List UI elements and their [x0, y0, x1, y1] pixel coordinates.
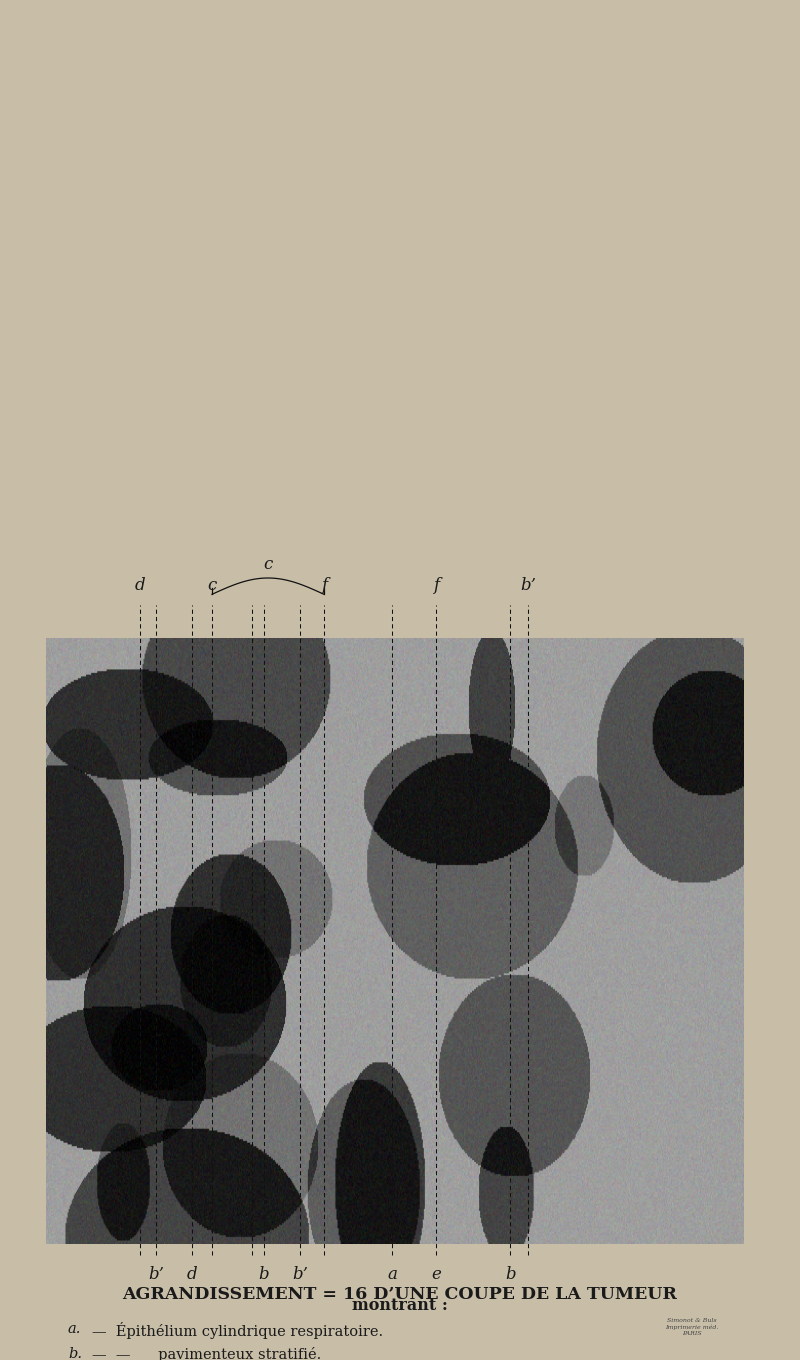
- Text: Simonot & Buls
Imprimerie méd.
PARIS: Simonot & Buls Imprimerie méd. PARIS: [666, 1318, 718, 1336]
- Text: f: f: [321, 577, 327, 594]
- Text: —  Épithélium cylindrique respiratoire.: — Épithélium cylindrique respiratoire.: [92, 1322, 383, 1338]
- Text: b.: b.: [68, 1346, 82, 1360]
- Text: d: d: [134, 577, 146, 594]
- Text: AGRANDISSEMENT = 16 D’UNE COUPE DE LA TUMEUR: AGRANDISSEMENT = 16 D’UNE COUPE DE LA TU…: [122, 1287, 678, 1303]
- Text: a.: a.: [68, 1322, 82, 1336]
- Text: d: d: [186, 1266, 198, 1284]
- Text: e: e: [431, 1266, 441, 1284]
- Text: montrant :: montrant :: [352, 1297, 448, 1314]
- Text: b: b: [258, 1266, 270, 1284]
- Text: b’: b’: [148, 1266, 164, 1284]
- Text: f: f: [433, 577, 439, 594]
- Text: —  —      pavimenteux stratifié.: — — pavimenteux stratifié.: [92, 1346, 322, 1360]
- Text: b: b: [505, 1266, 516, 1284]
- Text: b’: b’: [520, 577, 536, 594]
- Text: c: c: [207, 577, 217, 594]
- Text: c: c: [263, 555, 273, 573]
- Text: b’: b’: [292, 1266, 308, 1284]
- Text: a: a: [387, 1266, 397, 1284]
